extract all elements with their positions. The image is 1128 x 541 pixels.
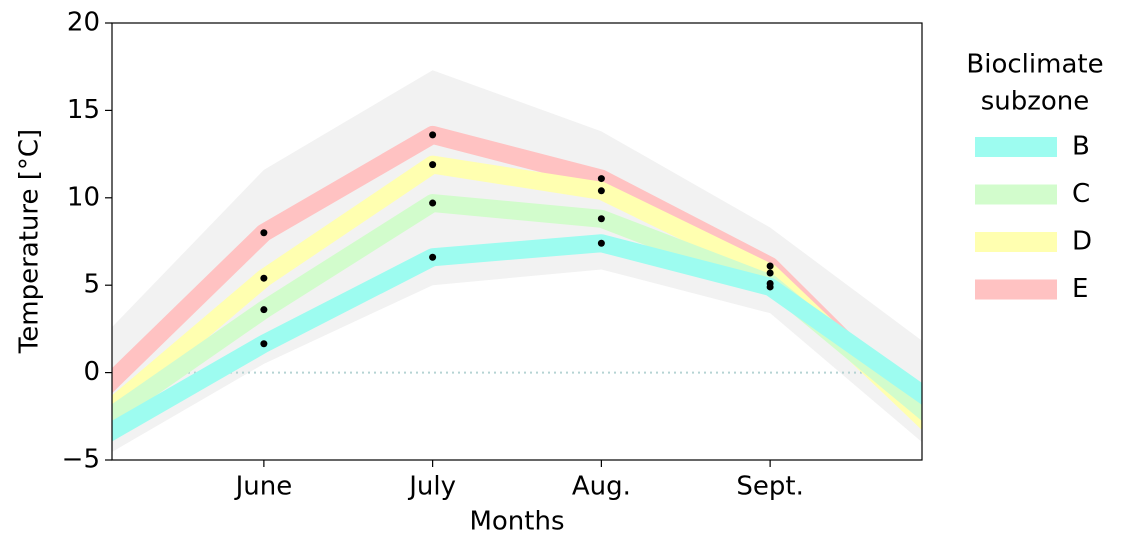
- data-point: [597, 215, 605, 223]
- legend-swatch: [975, 279, 1057, 300]
- legend-label: D: [1072, 227, 1092, 257]
- plot-area: [112, 70, 922, 452]
- y-tick-label: 5: [83, 270, 100, 300]
- x-tick-label: Sept.: [736, 472, 803, 502]
- y-tick-label: 15: [67, 95, 100, 125]
- legend-label: C: [1072, 179, 1090, 209]
- x-tick-label: June: [234, 472, 293, 502]
- y-tick-label: 20: [67, 8, 100, 38]
- data-point: [429, 161, 437, 169]
- data-point: [597, 239, 605, 247]
- data-point: [260, 274, 268, 282]
- y-tick-label: 0: [83, 357, 100, 387]
- axes: −5 0 5 10 15 20 June July Aug. Sept.: [62, 8, 804, 502]
- x-tick-label: July: [407, 472, 456, 502]
- x-axis-label: Months: [469, 507, 564, 537]
- data-point: [429, 253, 437, 261]
- data-point: [597, 175, 605, 183]
- data-point: [766, 269, 774, 277]
- y-axis-label: Temperature [°C]: [15, 129, 45, 354]
- axes-frame: [111, 22, 923, 461]
- data-point: [597, 187, 605, 195]
- data-point: [429, 199, 437, 207]
- data-point: [766, 262, 774, 270]
- y-tick-label: −5: [62, 445, 100, 475]
- envelope-area: [112, 70, 922, 452]
- legend-swatch: [975, 184, 1057, 205]
- data-point: [429, 131, 437, 139]
- legend-title: Bioclimate: [966, 50, 1103, 80]
- data-point: [766, 279, 774, 287]
- legend-swatch: [975, 137, 1057, 157]
- data-point: [260, 340, 268, 348]
- legend-label: E: [1072, 274, 1088, 304]
- x-tick-label: Aug.: [572, 472, 631, 502]
- data-point: [260, 306, 268, 314]
- legend-title: subzone: [981, 87, 1090, 117]
- legend-label: B: [1072, 132, 1090, 162]
- y-tick-label: 10: [67, 182, 100, 212]
- legend-swatch: [975, 232, 1057, 252]
- series-band: [112, 234, 922, 442]
- data-point: [260, 229, 268, 237]
